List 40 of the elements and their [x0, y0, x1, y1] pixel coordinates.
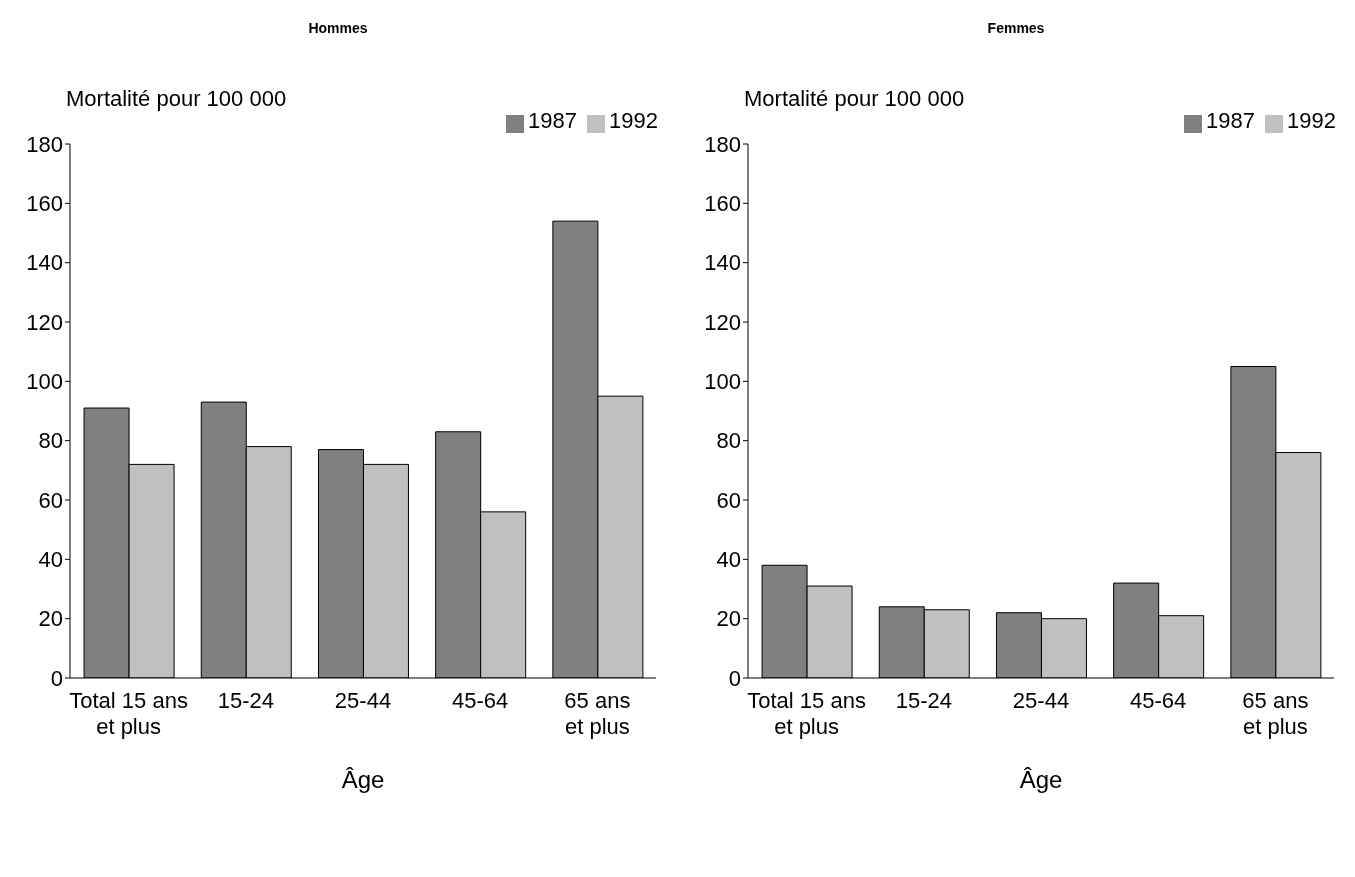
- y-tick-label: 40: [716, 547, 741, 573]
- y-tick-label: 80: [38, 428, 63, 454]
- chart-title: Hommes: [307, 19, 369, 38]
- y-tick-label: 0: [728, 665, 741, 691]
- x-tick-label: 45-64: [452, 688, 509, 713]
- y-tick-label: 80: [716, 428, 741, 454]
- legend-label: 1992: [1287, 108, 1336, 133]
- y-tick-label: 120: [26, 309, 63, 335]
- y-tick-label: 160: [704, 191, 741, 217]
- y-tick-label: 120: [704, 309, 741, 335]
- x-tick-label: 15-24: [217, 688, 274, 713]
- x-tick-label: 45-64: [1130, 688, 1187, 713]
- y-tick-label: 140: [26, 250, 63, 276]
- y-tick-label: 160: [26, 191, 63, 217]
- y-tick-label: 140: [704, 250, 741, 276]
- y-tick-label: 20: [38, 606, 63, 632]
- y-tick-label: 180: [704, 131, 741, 157]
- y-tick-label: 100: [704, 369, 741, 395]
- legend-label: 1992: [609, 108, 658, 133]
- y-tick-label: 60: [716, 487, 741, 513]
- legend-label: 1987: [528, 108, 578, 133]
- chart-title: Femmes: [986, 19, 1046, 38]
- y-tick-label: 60: [38, 487, 63, 513]
- x-tick-label: 65 ans et plus: [1242, 688, 1309, 739]
- y-tick-label: 180: [26, 131, 63, 157]
- x-tick-label: Total 15 ans et plus: [747, 688, 866, 739]
- y-tick-label: 40: [38, 547, 63, 573]
- y-axis-title: Mortalité pour 100 000: [744, 86, 965, 112]
- y-tick-label: 100: [26, 369, 63, 395]
- x-tick-label: 25-44: [334, 688, 392, 713]
- x-tick-label: 65 ans et plus: [564, 688, 631, 739]
- legend-label: 1987: [1206, 108, 1256, 133]
- y-tick-label: 20: [716, 606, 741, 632]
- x-tick-label: 15-24: [895, 688, 952, 713]
- y-axis-title: Mortalité pour 100 000: [66, 86, 287, 112]
- x-axis-title: Âge: [1019, 766, 1063, 793]
- x-tick-label: 25-44: [1012, 688, 1070, 713]
- y-tick-label: 0: [50, 665, 63, 691]
- x-tick-label: Total 15 ans et plus: [69, 688, 188, 739]
- x-axis-title: Âge: [341, 766, 385, 793]
